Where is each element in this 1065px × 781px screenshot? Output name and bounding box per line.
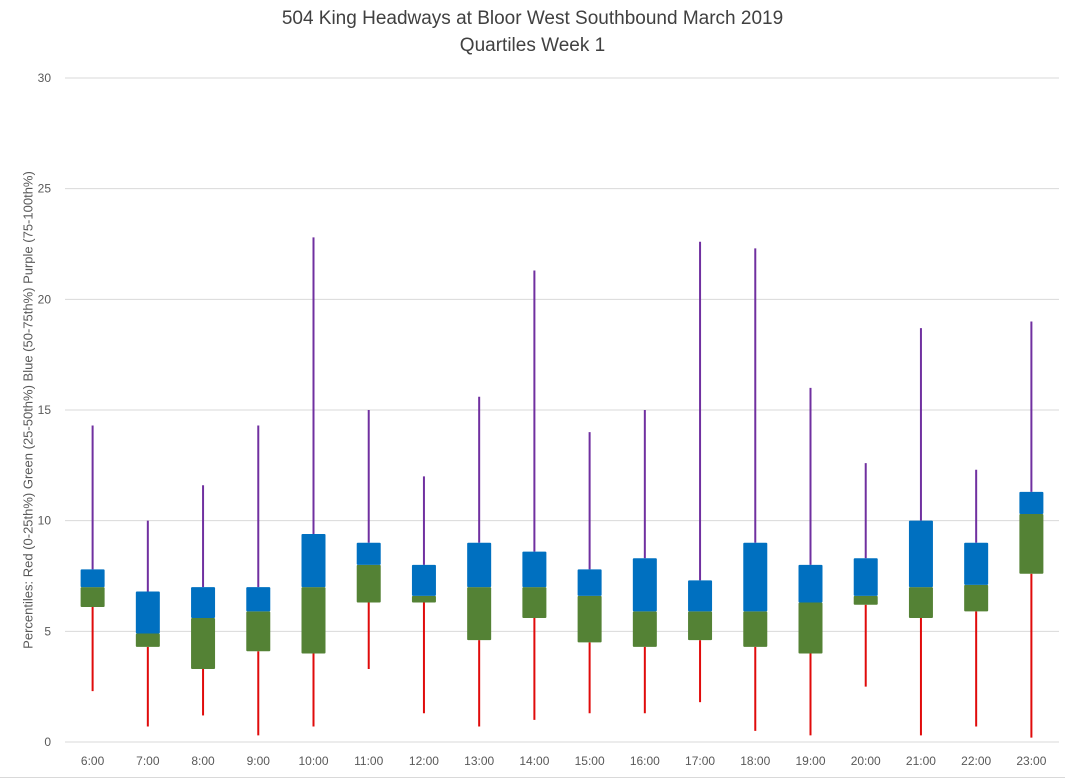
lower-box — [467, 587, 492, 641]
lower-box — [853, 595, 878, 605]
y-tick-label: 0 — [44, 735, 51, 749]
box-group — [743, 248, 768, 731]
y-tick-label: 30 — [38, 71, 52, 85]
lower-box — [135, 633, 160, 647]
x-tick-label: 17:00 — [685, 754, 715, 768]
box-group — [577, 432, 602, 714]
box-marks — [80, 237, 1044, 738]
upper-box — [135, 591, 160, 634]
lower-box — [1019, 514, 1044, 574]
lower-box — [577, 595, 602, 643]
upper-box — [301, 533, 326, 588]
lower-box — [301, 587, 326, 654]
gridlines — [65, 77, 1059, 743]
y-axis-ticks: 0 5 10 15 20 25 30 — [38, 71, 52, 749]
upper-box — [191, 587, 216, 619]
box-group — [301, 237, 326, 727]
x-tick-label: 23:00 — [1016, 754, 1046, 768]
upper-box — [246, 587, 271, 612]
box-group — [80, 425, 105, 692]
box-group — [191, 485, 216, 716]
x-tick-label: 15:00 — [575, 754, 605, 768]
upper-box — [1019, 491, 1044, 515]
lower-box — [411, 595, 436, 603]
lower-box — [246, 611, 271, 652]
lower-box — [522, 587, 547, 619]
box-group — [522, 270, 547, 720]
upper-box — [964, 542, 989, 585]
lower-box — [191, 618, 216, 669]
x-tick-label: 6:00 — [81, 754, 105, 768]
x-tick-label: 14:00 — [519, 754, 549, 768]
chart-border — [0, 777, 1065, 778]
x-tick-label: 8:00 — [191, 754, 215, 768]
box-group — [135, 520, 160, 727]
y-tick-label: 10 — [38, 514, 52, 528]
x-tick-label: 11:00 — [354, 754, 383, 768]
upper-box — [356, 542, 381, 565]
box-group — [246, 425, 271, 736]
x-tick-label: 20:00 — [851, 754, 881, 768]
x-tick-label: 16:00 — [630, 754, 660, 768]
x-tick-label: 7:00 — [136, 754, 160, 768]
box-group — [853, 463, 878, 687]
y-tick-label: 20 — [38, 292, 52, 306]
x-tick-label: 10:00 — [298, 754, 328, 768]
box-group — [467, 396, 492, 727]
upper-box — [577, 569, 602, 596]
upper-box — [798, 564, 823, 603]
x-tick-label: 18:00 — [740, 754, 770, 768]
x-tick-label: 12:00 — [409, 754, 439, 768]
x-tick-label: 13:00 — [464, 754, 494, 768]
upper-box — [688, 580, 713, 612]
chart-title: 504 King Headways at Bloor West Southbou… — [281, 8, 784, 29]
y-tick-label: 25 — [38, 182, 52, 196]
upper-box — [522, 551, 547, 588]
box-group — [632, 410, 657, 714]
box-group — [356, 410, 381, 669]
x-tick-label: 22:00 — [961, 754, 991, 768]
box-group — [411, 476, 436, 714]
box-group — [908, 328, 933, 736]
lower-box — [632, 611, 657, 647]
upper-box — [908, 520, 933, 588]
box-group — [1019, 321, 1044, 738]
x-tick-label: 19:00 — [795, 754, 825, 768]
box-group — [964, 469, 989, 727]
lower-box — [798, 602, 823, 654]
upper-box — [411, 564, 436, 596]
upper-box — [743, 542, 768, 612]
lower-box — [964, 584, 989, 612]
upper-box — [632, 558, 657, 612]
lower-box — [688, 611, 713, 641]
x-tick-label: 21:00 — [906, 754, 936, 768]
y-tick-label: 15 — [38, 403, 52, 417]
upper-box — [467, 542, 492, 588]
y-tick-label: 5 — [44, 624, 51, 638]
chart-subtitle: Quartiles Week 1 — [459, 35, 606, 56]
lower-box — [743, 611, 768, 647]
lower-box — [80, 587, 105, 607]
box-group — [798, 387, 823, 736]
upper-box — [853, 558, 878, 596]
x-tick-label: 9:00 — [247, 754, 271, 768]
box-group — [688, 241, 713, 703]
upper-box — [80, 569, 105, 588]
x-axis-ticks: 6:00 7:00 8:00 9:00 10:00 11:00 12:00 13:00 14:0… — [81, 754, 1047, 768]
lower-box — [356, 564, 381, 603]
lower-box — [908, 587, 933, 619]
